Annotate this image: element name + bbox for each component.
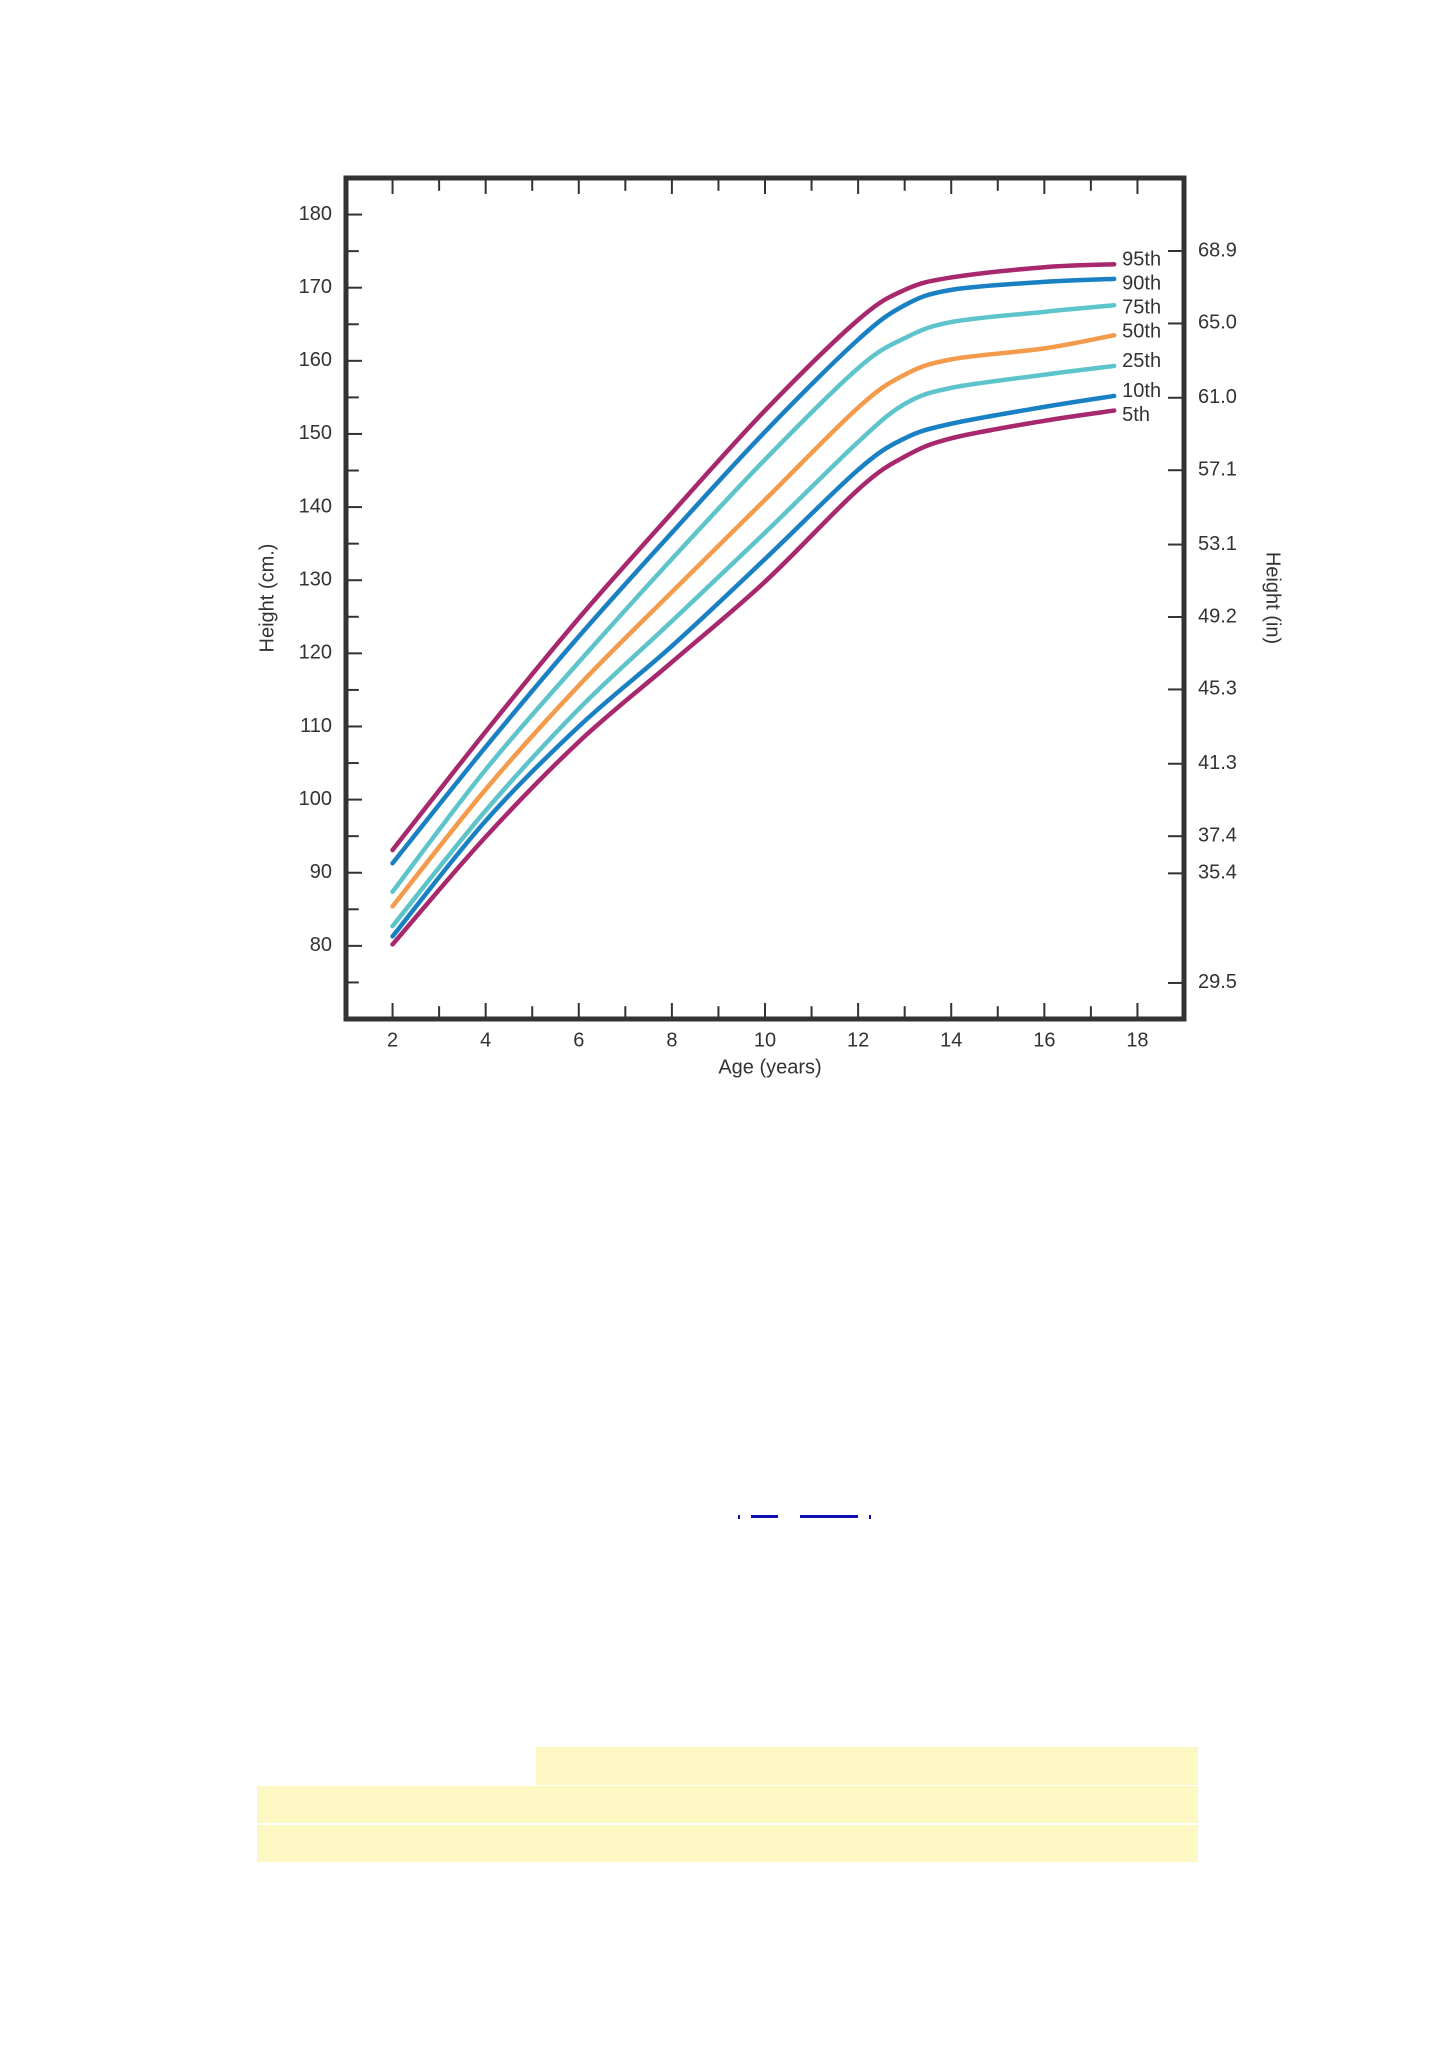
y-tick-label: 120 xyxy=(299,642,332,664)
y2-tick-label: 49.2 xyxy=(1198,605,1237,627)
legend-label: 50th xyxy=(1122,321,1161,343)
decoration xyxy=(869,1515,871,1519)
y2-tick-label: 41.3 xyxy=(1198,752,1237,774)
x-tick-label: 6 xyxy=(573,1029,584,1051)
y-tick-label: 80 xyxy=(310,934,332,956)
legend-label: 95th xyxy=(1122,249,1161,271)
x-tick-label: 10 xyxy=(754,1029,776,1051)
decoration xyxy=(800,1515,858,1518)
y-tick-label: 170 xyxy=(299,276,332,298)
legend-label: 5th xyxy=(1122,404,1150,426)
legend-label: 90th xyxy=(1122,273,1161,295)
percentile-line xyxy=(390,332,1117,909)
percentile-line xyxy=(390,302,1117,895)
y2-tick-label: 68.9 xyxy=(1198,239,1237,261)
chart: Age (years) Height (cm.) Height (in) 2 4 6… xyxy=(256,175,1284,1078)
y2-tick-label: 53.1 xyxy=(1198,533,1237,555)
percentile-line xyxy=(390,393,1117,939)
percentile-line xyxy=(390,276,1117,866)
highlight xyxy=(257,1825,1198,1862)
x-axis-label: Age (years) xyxy=(718,1056,821,1078)
y2-tick-label: 37.4 xyxy=(1198,824,1237,846)
x-tick-label: 16 xyxy=(1033,1029,1055,1051)
percentile-line xyxy=(390,408,1117,947)
y-axis-label: Height (cm.) xyxy=(256,544,278,653)
x-tick-label: 4 xyxy=(480,1029,491,1051)
decoration xyxy=(751,1515,778,1518)
y-tick-label: 160 xyxy=(299,349,332,371)
y-tick-label: 90 xyxy=(310,861,332,883)
x-tick-label: 14 xyxy=(940,1029,962,1051)
legend-label: 25th xyxy=(1122,350,1161,372)
percentile-line xyxy=(390,363,1117,929)
y2-tick-label: 61.0 xyxy=(1198,386,1237,408)
y-tick-label: 130 xyxy=(299,568,332,590)
y2-tick-label: 35.4 xyxy=(1198,862,1237,884)
y-tick-label: 110 xyxy=(300,715,332,737)
y-tick-label: 150 xyxy=(299,422,332,444)
legend-label: 10th xyxy=(1122,380,1161,402)
y2-tick-label: 57.1 xyxy=(1198,459,1237,481)
y2-axis-label: Height (in) xyxy=(1262,552,1284,644)
highlight xyxy=(536,1747,1198,1785)
y2-tick-label: 29.5 xyxy=(1198,971,1237,993)
x-tick-label: 12 xyxy=(847,1029,869,1051)
decoration xyxy=(738,1515,740,1519)
y2-tick-label: 65.0 xyxy=(1198,312,1237,334)
y-tick-label: 140 xyxy=(299,495,332,517)
legend-label: 75th xyxy=(1122,297,1161,319)
x-tick-label: 2 xyxy=(387,1029,398,1051)
y2-tick-label: 45.3 xyxy=(1198,678,1237,700)
highlight xyxy=(257,1786,1198,1823)
y-tick-label: 180 xyxy=(299,203,332,225)
x-tick-label: 8 xyxy=(666,1029,677,1051)
x-tick-label: 18 xyxy=(1126,1029,1148,1051)
y-tick-label: 100 xyxy=(299,788,332,810)
percentile-line xyxy=(390,262,1117,853)
plot-frame xyxy=(343,175,1187,1022)
